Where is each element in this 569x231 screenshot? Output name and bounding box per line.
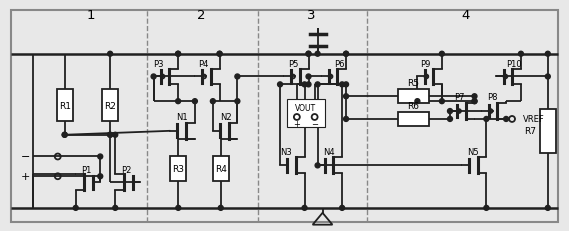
Circle shape xyxy=(211,99,215,104)
Text: P3: P3 xyxy=(153,59,163,68)
Circle shape xyxy=(62,133,67,138)
Circle shape xyxy=(315,52,320,57)
Text: −: − xyxy=(311,120,318,129)
Circle shape xyxy=(545,206,550,210)
Circle shape xyxy=(472,94,477,99)
Text: P7: P7 xyxy=(454,93,465,102)
Circle shape xyxy=(108,52,113,57)
Circle shape xyxy=(218,206,223,210)
Circle shape xyxy=(484,117,489,122)
Circle shape xyxy=(113,133,118,138)
Circle shape xyxy=(62,133,67,138)
Circle shape xyxy=(108,133,113,138)
Circle shape xyxy=(344,52,349,57)
Circle shape xyxy=(344,52,349,57)
Bar xyxy=(287,100,324,127)
Text: R2: R2 xyxy=(104,101,116,110)
Text: R6: R6 xyxy=(407,101,419,110)
Circle shape xyxy=(302,82,307,88)
Circle shape xyxy=(484,206,489,210)
Bar xyxy=(398,112,429,126)
Circle shape xyxy=(415,99,420,104)
Text: P9: P9 xyxy=(420,59,431,68)
Circle shape xyxy=(545,52,550,57)
Circle shape xyxy=(176,99,180,104)
Circle shape xyxy=(192,99,197,104)
Circle shape xyxy=(340,206,345,210)
Circle shape xyxy=(448,117,452,122)
Circle shape xyxy=(306,75,311,80)
Circle shape xyxy=(176,52,180,57)
Circle shape xyxy=(306,82,311,88)
Circle shape xyxy=(151,75,156,80)
Circle shape xyxy=(472,99,477,104)
Text: R3: R3 xyxy=(172,164,184,173)
Text: N2: N2 xyxy=(220,112,232,122)
Text: P10: P10 xyxy=(506,59,522,68)
Circle shape xyxy=(340,82,345,88)
Text: N5: N5 xyxy=(467,147,479,156)
Text: R7: R7 xyxy=(524,127,536,136)
Circle shape xyxy=(235,99,240,104)
Circle shape xyxy=(108,133,113,138)
Text: P6: P6 xyxy=(333,59,344,68)
Circle shape xyxy=(504,117,509,122)
Text: N1: N1 xyxy=(176,112,187,122)
Circle shape xyxy=(306,52,311,57)
Circle shape xyxy=(545,75,550,80)
Text: P5: P5 xyxy=(288,59,299,68)
Circle shape xyxy=(98,174,102,179)
Circle shape xyxy=(472,99,477,104)
Circle shape xyxy=(113,206,118,210)
Circle shape xyxy=(448,109,452,114)
Bar xyxy=(57,90,73,122)
Circle shape xyxy=(344,117,349,122)
Text: VOUT: VOUT xyxy=(295,103,316,112)
Bar xyxy=(170,156,186,181)
Text: R4: R4 xyxy=(215,164,226,173)
Text: P2: P2 xyxy=(121,165,131,174)
Circle shape xyxy=(176,206,181,210)
Circle shape xyxy=(439,52,444,57)
Bar xyxy=(540,109,556,153)
Bar xyxy=(213,156,229,181)
Circle shape xyxy=(344,94,349,99)
Text: +: + xyxy=(294,120,300,129)
Circle shape xyxy=(518,52,523,57)
Text: +: + xyxy=(20,171,30,182)
Text: VREF: VREF xyxy=(523,115,545,124)
Circle shape xyxy=(315,163,320,168)
Circle shape xyxy=(217,52,222,57)
Circle shape xyxy=(73,206,78,210)
Circle shape xyxy=(176,52,180,57)
Circle shape xyxy=(344,82,349,88)
Text: 2: 2 xyxy=(197,9,205,22)
Text: 4: 4 xyxy=(461,9,470,22)
Text: P1: P1 xyxy=(81,165,92,174)
Circle shape xyxy=(278,82,283,88)
Text: 3: 3 xyxy=(307,9,316,22)
Bar xyxy=(398,90,429,104)
Text: R1: R1 xyxy=(59,101,71,110)
Circle shape xyxy=(306,52,311,57)
Bar xyxy=(102,90,118,122)
Text: P8: P8 xyxy=(488,93,498,102)
Text: N4: N4 xyxy=(323,147,335,156)
Circle shape xyxy=(98,154,102,159)
Circle shape xyxy=(217,52,222,57)
Circle shape xyxy=(302,206,307,210)
Circle shape xyxy=(235,75,240,80)
Text: N3: N3 xyxy=(281,147,292,156)
Text: P4: P4 xyxy=(198,59,208,68)
Text: −: − xyxy=(20,152,30,162)
Circle shape xyxy=(439,99,444,104)
Text: R5: R5 xyxy=(407,79,419,88)
Circle shape xyxy=(315,82,320,88)
Text: 1: 1 xyxy=(86,9,94,22)
